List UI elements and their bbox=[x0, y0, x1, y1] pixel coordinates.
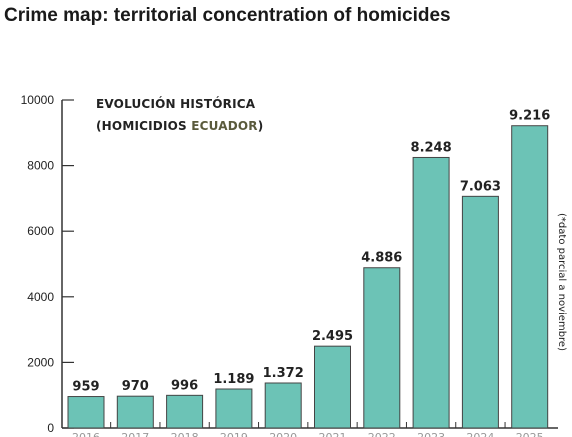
chart-note: (*dato parcial a noviembre) bbox=[556, 213, 567, 351]
chart-bars bbox=[67, 125, 549, 429]
bar bbox=[412, 156, 450, 429]
y-tick-label: 8000 bbox=[27, 159, 54, 173]
bar-value-label: 996 bbox=[171, 378, 198, 393]
bar-value-label: 959 bbox=[72, 380, 99, 395]
x-tick-label: 2022 bbox=[368, 431, 396, 437]
bar-value-label: 4.886 bbox=[361, 251, 402, 266]
x-tick-label: 2024 bbox=[466, 431, 494, 437]
bar bbox=[461, 195, 499, 429]
x-tick-label: 2023 bbox=[417, 431, 445, 437]
x-tick-label: 2025 bbox=[516, 431, 544, 437]
chart-x-tick-labels: 2016 2017 2018 2019 2020 2021 2022 2023 2024 2025 bbox=[72, 431, 544, 437]
chart-subtitle-line-1: EVOLUCIÓN HISTÓRICA bbox=[96, 96, 256, 111]
bar bbox=[67, 396, 105, 429]
chart-axes: 0 2000 4000 6000 8000 10000 bbox=[21, 93, 558, 435]
bar-value-label: 9.216 bbox=[509, 109, 550, 124]
bar bbox=[166, 394, 204, 429]
bar-value-label: 1.189 bbox=[213, 372, 254, 387]
bar-value-label: 2.495 bbox=[312, 329, 353, 344]
subtitle-part: ) bbox=[258, 119, 264, 133]
bar-value-label: 1.372 bbox=[263, 366, 304, 381]
bar bbox=[264, 382, 302, 429]
bar-value-label: 970 bbox=[122, 379, 149, 394]
bar bbox=[511, 125, 549, 429]
x-tick-label: 2016 bbox=[72, 431, 100, 437]
bar bbox=[314, 345, 351, 429]
x-tick-label: 2021 bbox=[319, 431, 347, 437]
bar bbox=[215, 388, 253, 429]
page-title: Crime map: territorial concentration of … bbox=[4, 5, 451, 26]
y-tick-label: 6000 bbox=[27, 224, 54, 238]
y-tick-label: 10000 bbox=[21, 93, 55, 107]
x-tick-label: 2017 bbox=[121, 431, 149, 437]
bar bbox=[363, 267, 401, 429]
y-tick-label: 0 bbox=[47, 421, 54, 435]
x-tick-label: 2019 bbox=[220, 431, 248, 437]
bar-value-label: 8.248 bbox=[411, 140, 452, 155]
bar bbox=[116, 395, 154, 429]
y-tick-label: 2000 bbox=[27, 355, 54, 369]
x-tick-label: 2020 bbox=[269, 431, 297, 437]
subtitle-part: (HOMICIDIOS bbox=[96, 119, 191, 133]
x-tick-label: 2018 bbox=[171, 431, 199, 437]
bar-value-label: 7.063 bbox=[460, 179, 501, 194]
chart-subtitle-line-2: (HOMICIDIOS ECUADOR) bbox=[96, 119, 263, 133]
y-tick-label: 4000 bbox=[27, 290, 54, 304]
chart-value-labels: 959 970 996 1.189 1.372 2.495 4.886 8.248 7.063 9… bbox=[72, 109, 550, 395]
subtitle-part: ECUADOR bbox=[191, 119, 257, 133]
